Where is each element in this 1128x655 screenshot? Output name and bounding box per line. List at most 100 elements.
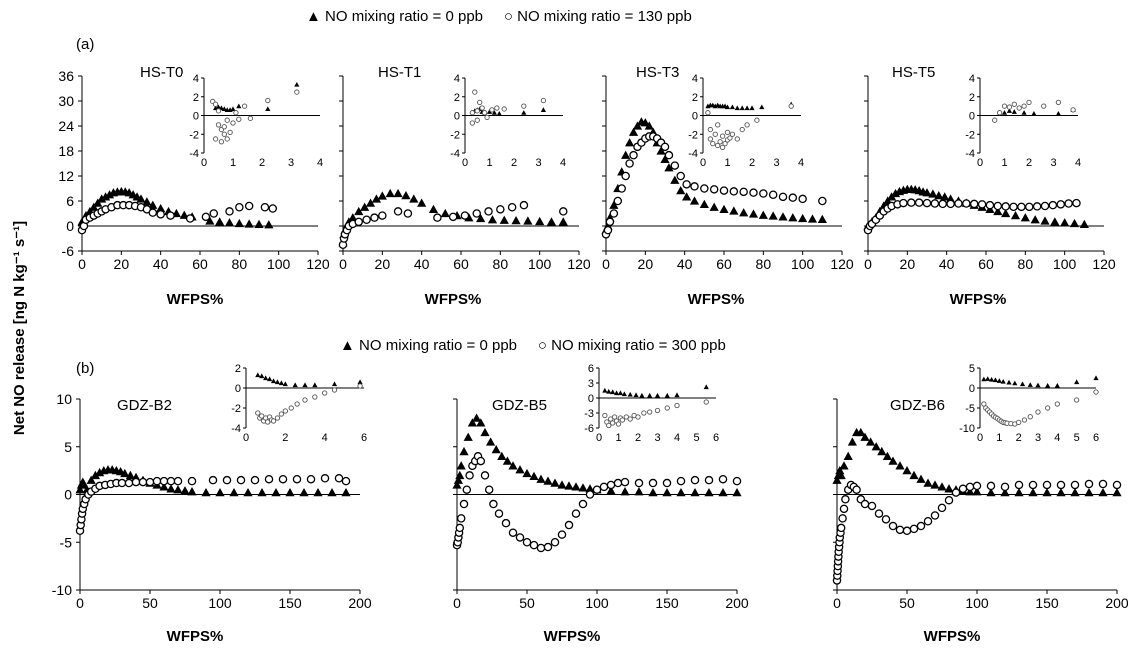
data-point-triangle bbox=[930, 480, 940, 489]
data-point-triangle bbox=[536, 474, 546, 483]
inset-y-tick-label: 3 bbox=[588, 378, 594, 390]
inset-point-circle bbox=[1011, 101, 1017, 107]
inset-point-triangle bbox=[627, 391, 633, 397]
data-point-triangle bbox=[718, 487, 728, 497]
data-point-circle bbox=[201, 212, 211, 222]
inset-x-tick-label: 6 bbox=[361, 432, 367, 444]
data-point-circle bbox=[507, 202, 517, 212]
data-point-triangle bbox=[535, 216, 545, 226]
data-point-triangle bbox=[609, 200, 619, 209]
data-point-triangle bbox=[428, 204, 439, 214]
inset-x-tick-label: 0 bbox=[462, 157, 468, 169]
data-point-triangle bbox=[97, 194, 107, 203]
data-point-circle bbox=[719, 186, 729, 195]
inset-y-tick-label: 6 bbox=[588, 363, 594, 375]
inset-point-circle bbox=[1054, 401, 1060, 407]
inset-point-circle bbox=[602, 412, 608, 419]
data-point-circle bbox=[709, 185, 719, 194]
inset-y-tick-label: -2 bbox=[450, 129, 460, 141]
inset-y-tick-label: -2 bbox=[965, 129, 975, 141]
inset-point-triangle bbox=[1054, 383, 1060, 388]
data-point-triangle bbox=[480, 427, 490, 437]
data-point-triangle bbox=[104, 190, 115, 199]
data-point-triangle bbox=[523, 216, 533, 225]
data-point-triangle bbox=[972, 487, 982, 496]
data-point-triangle bbox=[934, 190, 944, 200]
inset-point-circle bbox=[501, 106, 507, 112]
data-point-circle bbox=[159, 476, 169, 486]
data-point-triangle bbox=[1084, 487, 1094, 497]
data-point-circle bbox=[839, 504, 849, 514]
data-point-circle bbox=[923, 516, 933, 526]
data-point-triangle bbox=[558, 217, 568, 226]
inset-x-tick-label: 2 bbox=[635, 432, 641, 444]
filled-triangle-icon: ▲ bbox=[306, 8, 321, 25]
data-point-triangle bbox=[257, 487, 267, 497]
data-point-triangle bbox=[1098, 487, 1108, 497]
data-point-circle bbox=[244, 201, 254, 211]
data-point-triangle bbox=[571, 482, 581, 491]
inset-chart: -4 -2 0 2 4 0 1 2 3 4 bbox=[681, 73, 809, 169]
data-point-circle bbox=[962, 199, 971, 208]
data-point-circle bbox=[268, 204, 278, 213]
inset-background bbox=[577, 364, 724, 444]
data-point-circle bbox=[788, 193, 798, 202]
inset-x-tick-label: 5 bbox=[1074, 432, 1080, 444]
data-point-triangle bbox=[644, 121, 654, 130]
inset-chart: -10 -5 0 5 0 1 2 3 4 5 6 bbox=[958, 363, 1104, 444]
inset-point-circle bbox=[627, 416, 633, 422]
data-point-triangle bbox=[142, 197, 152, 206]
data-point-triangle bbox=[817, 214, 827, 224]
data-point-circle bbox=[838, 514, 847, 523]
data-point-circle bbox=[922, 198, 932, 208]
data-point-circle bbox=[448, 212, 458, 222]
data-point-circle bbox=[557, 530, 567, 539]
data-point-circle bbox=[749, 188, 758, 197]
data-point-circle bbox=[117, 478, 127, 488]
y-tick-label: -5 bbox=[60, 534, 73, 550]
inset-point-circle bbox=[357, 383, 363, 389]
data-point-triangle bbox=[778, 212, 788, 221]
data-point-triangle bbox=[459, 446, 469, 456]
data-point-triangle bbox=[888, 456, 898, 465]
x-tick-label: 40 bbox=[153, 256, 169, 272]
data-point-triangle bbox=[860, 432, 870, 441]
inset-x-tick-label: 4 bbox=[317, 157, 323, 169]
data-point-circle bbox=[798, 194, 807, 204]
data-point-circle bbox=[378, 211, 387, 220]
data-point-circle bbox=[690, 475, 700, 485]
inset-point-triangle bbox=[1012, 380, 1018, 386]
data-point-triangle bbox=[476, 418, 486, 427]
x-tick-label: 100 bbox=[267, 256, 291, 272]
data-point-triangle bbox=[508, 461, 518, 470]
data-point-circle bbox=[494, 509, 504, 518]
data-point-circle bbox=[460, 211, 470, 220]
data-point-circle bbox=[462, 485, 472, 494]
inset-point-circle bbox=[278, 411, 285, 417]
data-point-circle bbox=[634, 478, 644, 488]
data-point-triangle bbox=[502, 456, 512, 465]
data-point-triangle bbox=[93, 198, 103, 207]
x-tick-label: 120 bbox=[1092, 256, 1116, 272]
data-point-triangle bbox=[136, 194, 146, 203]
data-point-triangle bbox=[75, 485, 85, 494]
data-point-triangle bbox=[417, 198, 427, 207]
x-tick-label: 100 bbox=[1053, 256, 1077, 272]
x-axis-label: WFPS% bbox=[167, 291, 224, 308]
data-point-triangle bbox=[758, 210, 768, 219]
inset-point-circle bbox=[322, 390, 328, 396]
inset-chart: -4 -2 0 2 4 0 1 2 3 4 bbox=[958, 73, 1086, 169]
data-point-circle bbox=[236, 475, 246, 485]
inset-point-circle bbox=[540, 97, 547, 104]
data-point-circle bbox=[985, 200, 995, 210]
inset-point-circle bbox=[1021, 417, 1028, 423]
inset-point-circle bbox=[221, 131, 227, 137]
data-point-circle bbox=[1000, 482, 1010, 492]
inset-point-triangle bbox=[215, 104, 222, 110]
data-point-circle bbox=[874, 509, 884, 518]
data-point-triangle bbox=[986, 487, 996, 497]
data-point-triangle bbox=[159, 482, 169, 491]
inset-x-tick-label: 3 bbox=[654, 432, 660, 444]
data-point-circle bbox=[173, 476, 183, 486]
